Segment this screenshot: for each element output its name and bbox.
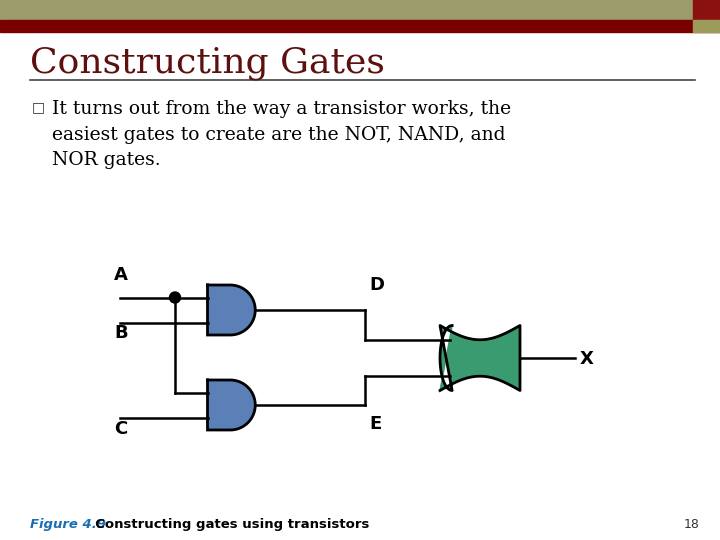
Text: C: C bbox=[114, 420, 127, 437]
Text: A: A bbox=[114, 266, 128, 284]
Text: It turns out from the way a transistor works, the
easiest gates to create are th: It turns out from the way a transistor w… bbox=[52, 100, 511, 170]
Text: B: B bbox=[114, 325, 127, 342]
Bar bbox=[0, 20, 720, 32]
Bar bbox=[693, 0, 720, 20]
Text: D: D bbox=[369, 276, 384, 294]
Text: Figure 4.9: Figure 4.9 bbox=[30, 518, 106, 531]
Bar bbox=[693, 20, 720, 32]
Text: □: □ bbox=[32, 100, 45, 114]
Text: Constructing gates using transistors: Constructing gates using transistors bbox=[86, 518, 369, 531]
Polygon shape bbox=[440, 326, 520, 390]
Circle shape bbox=[169, 292, 181, 303]
Bar bbox=[0, 0, 720, 20]
Text: X: X bbox=[580, 350, 594, 368]
Polygon shape bbox=[207, 380, 255, 430]
Text: E: E bbox=[369, 415, 382, 433]
Text: 18: 18 bbox=[684, 518, 700, 531]
Polygon shape bbox=[207, 285, 255, 335]
Text: Constructing Gates: Constructing Gates bbox=[30, 45, 385, 79]
